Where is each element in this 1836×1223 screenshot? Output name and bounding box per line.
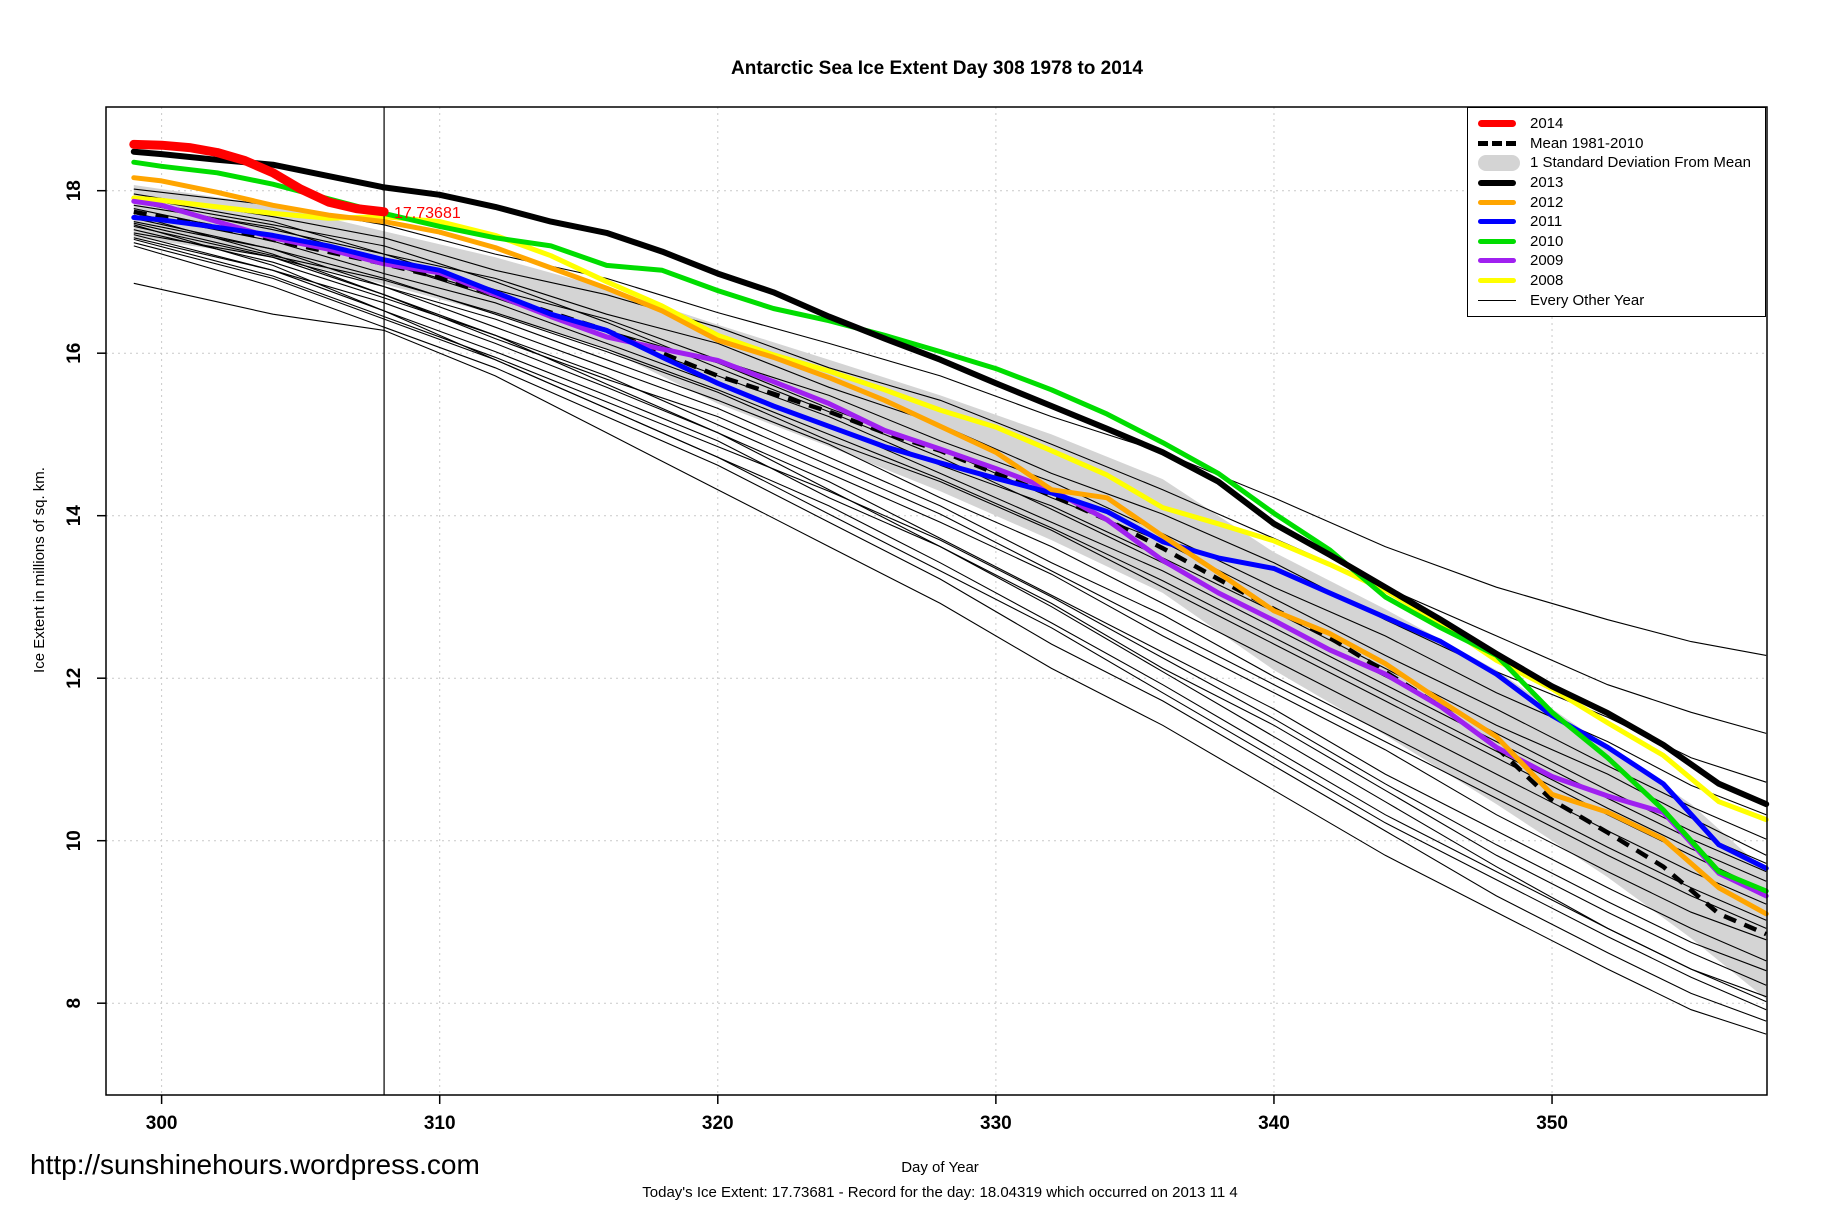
every-other-year-line — [133, 214, 1767, 998]
legend-item-1-standard-deviation-from-mean: 1 Standard Deviation From Mean — [1478, 153, 1765, 173]
legend-mark — [1478, 299, 1516, 301]
y-axis-label: Ice Extent in millions of sq. km. — [31, 467, 48, 673]
every-other-year-line — [133, 242, 1767, 1003]
legend-item-2008: 2008 — [1478, 271, 1765, 291]
every-other-year-line — [133, 196, 1767, 783]
x-tick-label: 340 — [1258, 1113, 1290, 1134]
every-other-year-line — [133, 225, 1767, 921]
x-tick-label: 330 — [980, 1113, 1012, 1134]
legend-item-2013: 2013 — [1478, 173, 1765, 193]
legend-item-2011: 2011 — [1478, 212, 1765, 232]
legend-item-2012: 2012 — [1478, 192, 1765, 212]
x-tick-label: 320 — [702, 1113, 734, 1134]
legend-item-2014: 2014 — [1478, 114, 1765, 134]
x-tick-label: 310 — [424, 1113, 456, 1134]
legend-swatch — [1478, 258, 1522, 264]
legend-mark — [1478, 219, 1516, 225]
every-other-year-line — [133, 237, 1767, 986]
legend-swatch — [1478, 278, 1522, 284]
legend-mark — [1478, 179, 1516, 186]
legend-mark — [1478, 258, 1516, 264]
every-other-year-line — [133, 234, 1767, 962]
legend-mark — [1478, 154, 1520, 171]
plot-border — [105, 106, 1768, 1096]
legend-mark — [1478, 199, 1516, 205]
legend-swatch — [1478, 179, 1522, 186]
legend-item-mean-1981-2010: Mean 1981-2010 — [1478, 134, 1765, 154]
x-tick-label: 350 — [1536, 1113, 1568, 1134]
every-other-year-line — [133, 282, 1767, 1035]
every-other-year-line — [133, 224, 1767, 1011]
legend-label: 2014 — [1530, 115, 1564, 133]
y-tick-label: 16 — [64, 343, 85, 364]
every-other-year-line — [133, 232, 1767, 929]
every-other-year-line — [133, 208, 1767, 856]
every-other-year-line — [133, 221, 1767, 905]
legend-swatch — [1478, 219, 1522, 225]
mean-line — [133, 209, 1768, 937]
every-other-year-line — [133, 212, 1767, 873]
every-other-year-line — [133, 222, 1767, 882]
legend-swatch — [1478, 154, 1522, 171]
y-tick-label: 18 — [64, 180, 85, 201]
site-url: http://sunshinehours.wordpress.com — [30, 1149, 480, 1180]
every-other-year-line — [133, 193, 1767, 734]
legend-item-2010: 2010 — [1478, 232, 1765, 252]
footer-stats: Today's Ice Extent: 17.73681 - Record fo… — [642, 1184, 1237, 1201]
legend-item-2009: 2009 — [1478, 251, 1765, 271]
legend-label: Every Other Year — [1530, 291, 1645, 309]
y-tick-label: 14 — [64, 505, 85, 527]
legend-mark — [1478, 140, 1516, 146]
every-other-year-line — [133, 245, 1767, 1022]
x-axis-label: Day of Year — [901, 1159, 979, 1176]
legend-label: 2009 — [1530, 252, 1564, 270]
legend-label: 2013 — [1530, 174, 1564, 192]
legend-swatch — [1478, 140, 1522, 146]
legend-mark — [1478, 278, 1516, 284]
every-other-year-line — [133, 238, 1767, 972]
legend-swatch — [1478, 238, 1522, 244]
legend-label: 2008 — [1530, 272, 1564, 290]
legend-swatch — [1478, 120, 1522, 128]
legend-mark — [1478, 238, 1516, 244]
legend-item-every-other-year: Every Other Year — [1478, 290, 1765, 310]
legend-swatch — [1478, 299, 1522, 301]
legend: 2014 Mean 1981-2010 1 Standard Deviation F… — [1467, 107, 1766, 317]
legend-mark — [1478, 120, 1516, 128]
legend-label: 2011 — [1530, 213, 1563, 231]
y-tick-label: 8 — [64, 998, 85, 1009]
chart-title: Antarctic Sea Ice Extent Day 308 1978 to… — [731, 58, 1143, 79]
legend-label: Mean 1981-2010 — [1530, 134, 1644, 152]
legend-swatch — [1478, 199, 1522, 205]
x-tick-label: 300 — [146, 1113, 178, 1134]
every-other-year-line — [133, 199, 1767, 864]
y-tick-label: 12 — [64, 668, 85, 689]
legend-label: 1 Standard Deviation From Mean — [1530, 154, 1751, 172]
series-2014-line — [129, 139, 389, 217]
current-value-annotation: 17.73681 — [394, 205, 461, 222]
legend-label: 2012 — [1530, 193, 1564, 211]
legend-label: 2010 — [1530, 232, 1564, 250]
every-other-year-line — [133, 188, 1767, 656]
y-tick-label: 10 — [64, 830, 85, 851]
